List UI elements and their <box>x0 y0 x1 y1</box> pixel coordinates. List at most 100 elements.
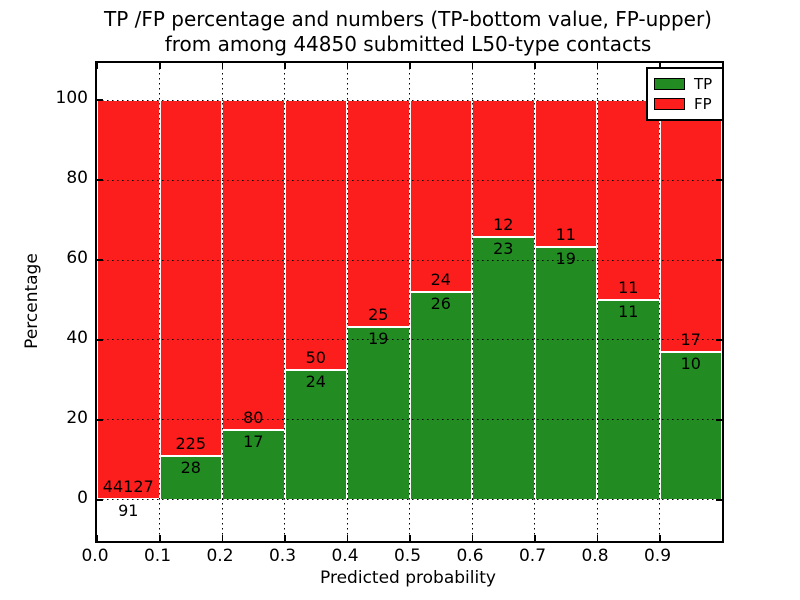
x-tick-label: 0.3 <box>268 546 297 566</box>
x-tick-mark <box>596 535 598 541</box>
legend-item-tp: TP <box>654 75 722 93</box>
chart-title-line2: from among 44850 submitted L50-type cont… <box>164 32 652 56</box>
x-tick-label: 0.9 <box>643 546 672 566</box>
legend-item-fp: FP <box>654 95 722 113</box>
vertical-gridline <box>284 63 285 541</box>
bar-segment-fp <box>159 100 222 456</box>
chart-title-line1: TP /FP percentage and numbers (TP-bottom… <box>104 7 712 31</box>
horizontal-gridline <box>97 99 722 101</box>
x-tick-mark <box>471 63 473 69</box>
vertical-gridline <box>471 63 473 541</box>
chart-title: TP /FP percentage and numbers (TP-bottom… <box>8 7 800 57</box>
bar-segment-tp <box>347 327 410 500</box>
y-tick-mark <box>97 419 103 421</box>
x-tick-mark <box>97 535 98 541</box>
x-tick-mark <box>346 535 348 541</box>
horizontal-gridline <box>97 179 722 181</box>
fp-legend-swatch <box>654 98 685 110</box>
vertical-gridline <box>534 63 535 541</box>
x-tick-mark <box>159 63 161 69</box>
y-tick-label: 80 <box>66 168 88 189</box>
vertical-gridline <box>659 63 660 541</box>
x-tick-mark <box>596 63 598 69</box>
vertical-gridline <box>159 63 160 541</box>
vertical-gridline <box>409 63 410 541</box>
y-tick-label: 60 <box>66 248 88 269</box>
fp-count-label: 80 <box>243 407 264 427</box>
bar-segment-fp <box>284 100 347 371</box>
x-tick-mark <box>534 63 536 69</box>
vertical-gridline <box>596 63 598 541</box>
x-tick-mark <box>346 63 348 69</box>
fp-count-label: 17 <box>680 329 701 349</box>
y-tick-mark <box>716 339 722 341</box>
horizontal-gridline <box>97 499 722 501</box>
x-tick-mark <box>284 535 286 541</box>
x-tick-label: 0.0 <box>81 546 109 566</box>
y-tick-label: 100 <box>55 88 88 109</box>
tp-count-label: 26 <box>430 294 451 313</box>
fp-count-label: 11 <box>618 278 639 297</box>
tp-legend-label: TP <box>694 75 713 93</box>
fp-count-label: 11 <box>555 224 576 244</box>
tp-count-label: 19 <box>368 329 389 349</box>
bar-segment-fp <box>659 100 722 352</box>
vertical-gridline <box>346 63 348 541</box>
y-tick-mark <box>97 179 103 181</box>
vertical-gridline <box>221 63 223 541</box>
horizontal-gridline <box>97 259 722 261</box>
tp-count-label: 11 <box>618 302 639 321</box>
x-tick-label: 0.6 <box>456 546 484 566</box>
bar-segment-tp <box>534 246 597 500</box>
y-tick-label: 0 <box>77 487 88 508</box>
plot-area: 44127 91 225 28 80 17 50 24 25 19 24 26 12 23 11 19 11 11… <box>95 61 724 543</box>
x-tick-mark <box>159 535 161 541</box>
tp-count-label: 28 <box>180 457 201 477</box>
fp-count-label: 12 <box>493 215 514 235</box>
x-tick-mark <box>534 535 536 541</box>
x-tick-label: 0.7 <box>518 546 547 566</box>
horizontal-gridline <box>97 339 722 341</box>
x-tick-mark <box>221 63 223 69</box>
plot-canvas: 44127 91 225 28 80 17 50 24 25 19 24 26 12 23 11 19 11 11… <box>97 63 722 541</box>
y-tick-mark <box>716 259 722 261</box>
y-tick-mark <box>716 499 722 501</box>
y-tick-mark <box>716 419 722 421</box>
y-tick-mark <box>97 499 103 501</box>
bar-segment-tp <box>597 300 660 500</box>
x-tick-mark <box>471 535 473 541</box>
bar-segment-tp <box>472 237 535 500</box>
x-tick-mark <box>221 535 223 541</box>
y-tick-label: 20 <box>66 407 88 428</box>
bar-segment-fp <box>222 100 285 430</box>
y-tick-mark <box>97 259 103 261</box>
tp-count-label: 91 <box>118 501 139 520</box>
x-tick-label: 0.2 <box>206 546 234 566</box>
horizontal-gridline <box>97 419 722 421</box>
bar-segment-tp <box>659 351 722 500</box>
tp-count-label: 17 <box>243 431 264 451</box>
x-tick-label: 0.8 <box>581 546 609 566</box>
x-tick-mark <box>97 63 98 69</box>
tp-count-label: 23 <box>493 239 514 259</box>
tp-legend-swatch <box>654 78 685 90</box>
y-tick-mark <box>97 339 103 341</box>
x-tick-label: 0.5 <box>393 546 422 566</box>
tp-count-label: 19 <box>555 248 576 268</box>
x-tick-mark <box>409 63 411 69</box>
x-axis-label: Predicted probability <box>320 568 496 588</box>
bar-segment-tp <box>409 292 472 500</box>
x-tick-mark <box>659 63 661 69</box>
x-tick-mark <box>659 535 661 541</box>
y-tick-label: 40 <box>66 327 88 348</box>
fp-count-label: 25 <box>368 305 389 325</box>
x-tick-mark <box>284 63 286 69</box>
x-tick-label: 0.1 <box>143 546 172 566</box>
y-tick-mark <box>716 179 722 181</box>
y-tick-mark <box>97 99 103 101</box>
x-tick-mark <box>409 535 411 541</box>
bar-segment-fp <box>97 100 160 499</box>
fp-count-label: 225 <box>175 433 207 453</box>
legend: TP FP <box>646 67 724 121</box>
